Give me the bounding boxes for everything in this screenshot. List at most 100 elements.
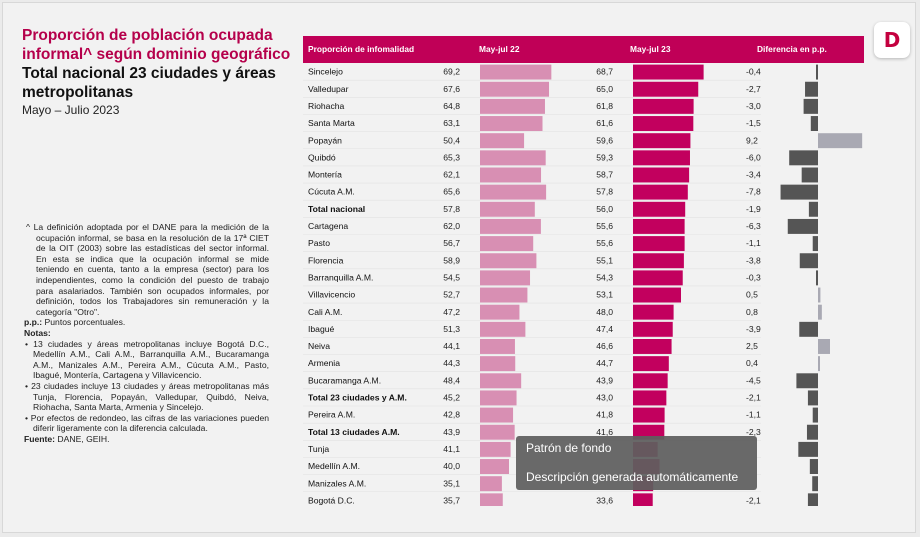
image-alt-tooltip: Patrón de fondo Descripción generada aut…	[516, 436, 757, 490]
row-label: Medellín A.M.	[308, 461, 360, 471]
diff-value-label: -1,1	[746, 238, 761, 248]
row-label: Bogotá D.C.	[308, 495, 355, 505]
bar-2023	[633, 133, 691, 149]
bar-2023	[633, 287, 681, 303]
bar-2022	[480, 321, 526, 337]
bar-2022	[480, 133, 525, 149]
diff-bar	[799, 253, 818, 269]
bar-2022	[480, 304, 520, 320]
row-label: Total 13 ciudades A.M.	[308, 427, 400, 437]
bar-2022	[480, 356, 516, 372]
bar-2023	[633, 321, 673, 337]
notes-item: • Por efectos de redondeo, las cifras de…	[25, 412, 269, 434]
diff-value-label: -6,3	[746, 221, 761, 231]
value-label-2022: 56,7	[443, 238, 460, 248]
bar-2023	[633, 424, 665, 440]
diff-bar	[803, 98, 818, 114]
column-header: May-jul 22	[479, 44, 520, 54]
value-label-2023: 61,6	[596, 118, 613, 128]
table-header	[303, 36, 864, 63]
value-label-2022: 40,0	[443, 461, 460, 471]
bar-2022	[480, 270, 531, 286]
diff-value-label: -0,3	[746, 272, 761, 282]
value-label-2022: 64,8	[443, 101, 460, 111]
diff-value-label: 9,2	[746, 135, 758, 145]
value-label-2023: 55,6	[596, 238, 613, 248]
bar-2022	[480, 184, 547, 200]
bar-2023	[633, 253, 684, 269]
pp-label: p.p.:	[24, 317, 43, 328]
chart-subtitle: Total nacional 23 ciudades y áreas metro…	[22, 65, 276, 101]
diff-value-label: -1,1	[746, 410, 761, 420]
value-label-2023: 53,1	[596, 290, 613, 300]
value-label-2023: 41,8	[596, 410, 613, 420]
bar-2023	[633, 201, 686, 217]
value-label-2022: 48,4	[443, 375, 460, 385]
diff-bar	[806, 424, 818, 440]
value-label-2023: 46,6	[596, 341, 613, 351]
row-label: Ibagué	[308, 324, 335, 334]
diff-bar	[798, 441, 818, 457]
value-label-2023: 61,8	[596, 101, 613, 111]
chart-period: Mayo – Julio 2023	[22, 103, 120, 117]
diff-bar	[818, 356, 820, 372]
value-label-2022: 51,3	[443, 324, 460, 334]
bar-2023	[633, 236, 685, 252]
bar-2023	[633, 81, 699, 97]
pp-text: Puntos porcentuales.	[42, 317, 126, 328]
diff-value-label: -3,9	[746, 324, 761, 334]
tooltip-line-2: Descripción generada automáticamente	[526, 470, 739, 484]
value-label-2023: 54,3	[596, 272, 613, 282]
bar-2022	[480, 459, 509, 474]
dane-logo-icon: D	[883, 28, 901, 52]
value-label-2023: 65,0	[596, 84, 613, 94]
value-label-2023: 41,6	[596, 427, 613, 437]
value-label-2023: 44,7	[596, 358, 613, 368]
bar-2022	[480, 287, 528, 303]
row-label: Santa Marta	[308, 118, 355, 128]
bar-2023	[633, 218, 685, 234]
diff-value-label: 0,4	[746, 358, 758, 368]
bar-2023	[633, 304, 674, 320]
bar-2022	[480, 441, 511, 457]
informality-chart: Proporción de infomalidad May-jul 22 May-j…	[303, 36, 864, 506]
value-label-2022: 47,2	[443, 307, 460, 317]
bar-2022	[480, 493, 503, 506]
diff-bar	[812, 407, 818, 423]
diff-bar	[807, 390, 818, 406]
value-label-2023: 58,7	[596, 170, 613, 180]
diff-bar	[818, 304, 822, 320]
diff-bar	[816, 270, 818, 286]
bar-2022	[480, 407, 514, 423]
bar-2022	[480, 236, 534, 252]
notes-block: ^ La definición adoptada por el DANE par…	[24, 222, 269, 444]
diff-value-label: -2,7	[746, 84, 761, 94]
value-label-2022: 44,3	[443, 358, 460, 368]
bar-2023	[633, 356, 669, 372]
bar-2022	[480, 218, 541, 234]
diff-value-label: -3,0	[746, 101, 761, 111]
diff-bar	[807, 493, 818, 506]
bar-2022	[480, 253, 537, 269]
diff-bar	[816, 64, 818, 80]
bar-2022	[480, 116, 543, 131]
row-label: Quibdó	[308, 152, 336, 162]
diff-value-label: 0,8	[746, 307, 758, 317]
value-label-2023: 43,9	[596, 375, 613, 385]
row-label: Total nacional	[308, 204, 365, 214]
row-label: Tunja	[308, 444, 329, 454]
bar-2023	[633, 116, 694, 131]
diff-bar	[808, 201, 818, 217]
column-header: Diferencia en p.p.	[757, 44, 827, 54]
row-label: Total 23 ciudades y A.M.	[308, 393, 407, 403]
bar-2022	[480, 390, 517, 406]
value-label-2022: 35,7	[443, 495, 460, 505]
diff-value-label: -6,0	[746, 152, 761, 162]
bar-2023	[633, 64, 704, 80]
value-label-2022: 54,5	[443, 272, 460, 282]
value-label-2023: 68,7	[596, 67, 613, 77]
value-label-2023: 56,0	[596, 204, 613, 214]
column-header: Proporción de infomalidad	[308, 44, 414, 54]
value-label-2022: 43,9	[443, 427, 460, 437]
value-label-2023: 59,6	[596, 135, 613, 145]
